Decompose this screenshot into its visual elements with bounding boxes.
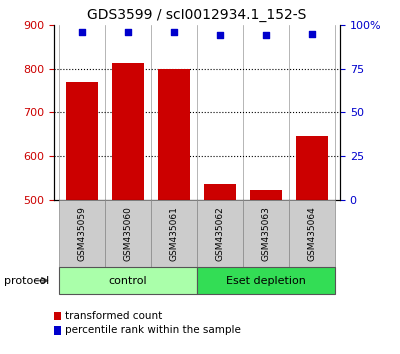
Point	[78, 29, 85, 35]
Bar	[158, 69, 190, 200]
Text: percentile rank within the sample: percentile rank within the sample	[65, 325, 241, 335]
Bar	[250, 190, 282, 200]
Text: GSM435059: GSM435059	[77, 206, 86, 261]
Title: GDS3599 / scI0012934.1_152-S: GDS3599 / scI0012934.1_152-S	[87, 8, 307, 22]
Text: control: control	[108, 275, 147, 286]
Point	[125, 29, 131, 35]
Bar	[66, 82, 98, 200]
Bar	[197, 267, 335, 294]
Bar	[289, 200, 335, 267]
Bar	[243, 200, 289, 267]
Text: Eset depletion: Eset depletion	[226, 275, 306, 286]
Bar	[204, 184, 236, 200]
Bar	[105, 200, 151, 267]
Text: GSM435060: GSM435060	[123, 206, 132, 261]
Bar	[151, 200, 197, 267]
Text: transformed count: transformed count	[65, 311, 162, 321]
Text: GSM435064: GSM435064	[308, 206, 317, 261]
Bar	[296, 137, 328, 200]
Bar	[59, 267, 197, 294]
Text: protocol: protocol	[4, 275, 49, 286]
Text: GSM435062: GSM435062	[216, 206, 224, 261]
Bar	[59, 200, 105, 267]
Bar	[197, 200, 243, 267]
Text: GSM435063: GSM435063	[262, 206, 271, 261]
Text: GSM435061: GSM435061	[170, 206, 178, 261]
Point	[263, 33, 269, 38]
Point	[309, 31, 316, 36]
Point	[217, 33, 223, 38]
Bar	[112, 63, 144, 200]
Point	[171, 29, 177, 35]
